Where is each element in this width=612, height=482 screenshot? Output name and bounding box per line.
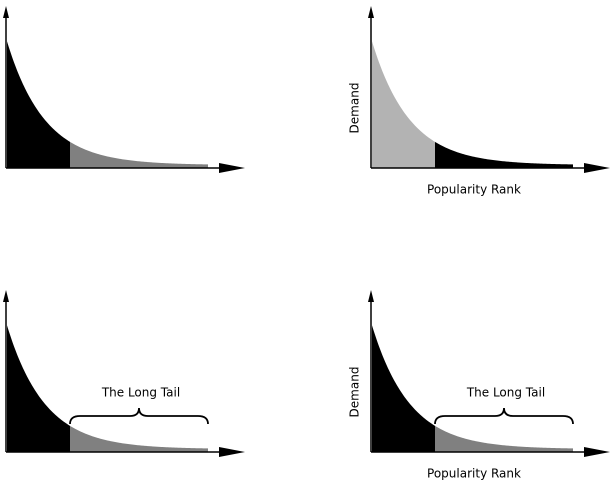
x-arrow — [219, 447, 245, 457]
tail-area — [435, 425, 573, 452]
y-arrow — [368, 290, 374, 302]
x-axis-label: Popularity Rank — [427, 183, 521, 197]
head-area — [7, 41, 70, 168]
brace — [434, 407, 574, 425]
head-area — [372, 325, 435, 452]
x-arrow — [584, 163, 610, 173]
y-axis-label: Demand — [348, 83, 362, 134]
x-arrow — [219, 163, 245, 173]
y-axis-label: Demand — [348, 367, 362, 418]
tail-area — [435, 141, 573, 168]
tail-area — [70, 425, 208, 452]
tail-area — [70, 141, 208, 168]
annotation: The Long Tail — [101, 386, 180, 400]
y-arrow — [3, 290, 9, 302]
y-arrow — [368, 6, 374, 18]
brace — [69, 407, 209, 425]
y-arrow — [3, 6, 9, 18]
x-axis-label: Popularity Rank — [427, 467, 521, 481]
x-arrow — [584, 447, 610, 457]
head-area — [7, 325, 70, 452]
annotation: The Long Tail — [466, 386, 545, 400]
head-area — [372, 41, 435, 168]
